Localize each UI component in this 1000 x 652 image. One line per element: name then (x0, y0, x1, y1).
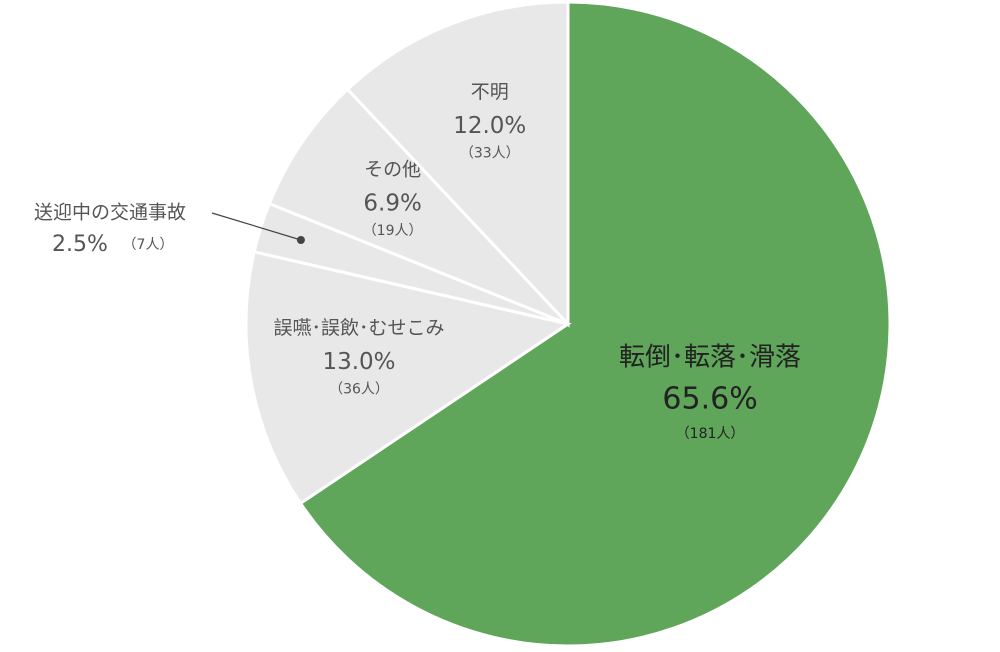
slice-value: 12.0% (453, 113, 526, 139)
slice-name: その他 (364, 158, 421, 180)
pie-slice (298, 0, 892, 648)
leader-line (211, 212, 302, 241)
pie-slice (244, 249, 572, 506)
slice-value: 6.9% (363, 190, 421, 216)
slice-name: 送迎中の交通事故 (34, 202, 186, 224)
slice-count: （33人） (460, 145, 520, 161)
slice-value: 2.5% (52, 232, 108, 257)
slice-count: （36人） (329, 382, 389, 398)
slice-count: （181人） (676, 426, 745, 442)
slice-name: 転倒･転落･滑落 (619, 342, 801, 372)
pie-slice (267, 87, 570, 326)
slice-count: （19人） (363, 223, 423, 239)
slice-value: 13.0% (322, 349, 395, 375)
slice-value: 65.6% (662, 381, 757, 416)
pie-slice (345, 0, 570, 328)
slice-count: （7人） (123, 237, 174, 253)
slice-name: 誤嚥･誤飲･むせこみ (273, 317, 444, 339)
slice-name: 不明 (471, 81, 509, 103)
